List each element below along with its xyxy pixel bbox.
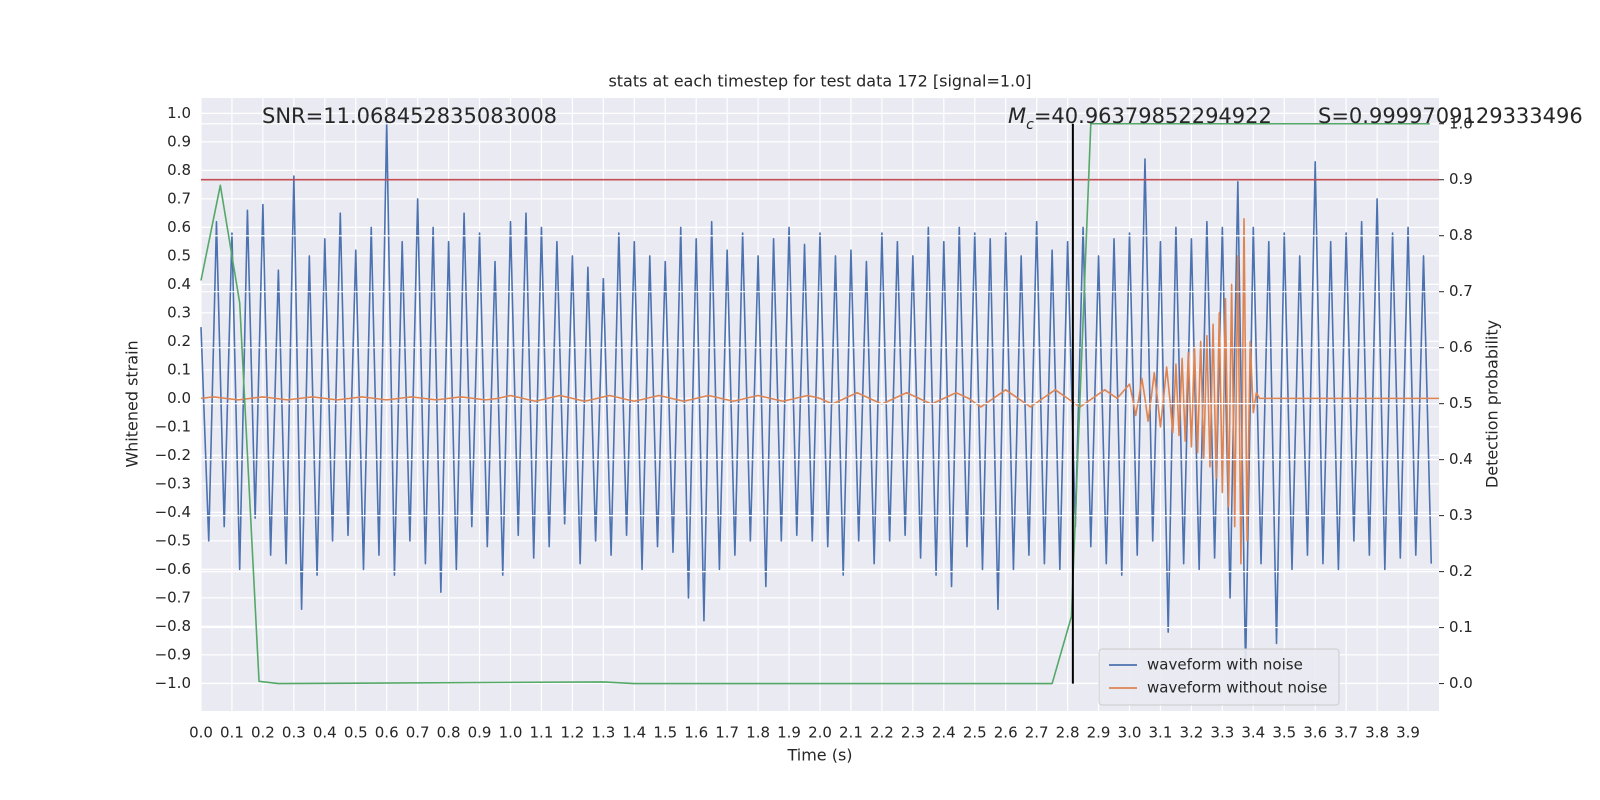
y2-tick-label: 1.0 (1449, 114, 1473, 132)
legend-box (1098, 648, 1340, 706)
x-tick-label: 2.3 (901, 724, 925, 742)
x-tick-label: 0.0 (189, 724, 213, 742)
x-tick-label: 2.8 (1056, 724, 1080, 742)
y-tick-label: 1.0 (167, 104, 191, 122)
y2-tick-label: 0.2 (1449, 562, 1473, 580)
x-tick-label: 2.9 (1087, 724, 1111, 742)
legend-label: waveform with noise (1147, 656, 1303, 674)
y-tick-label: 0.2 (167, 332, 191, 350)
y2-tick-label: 0.9 (1449, 170, 1473, 188)
y-axis-label: Whitened strain (123, 340, 142, 467)
y-tick-label: 0.6 (167, 218, 191, 236)
y-tick-label: −0.4 (155, 503, 191, 521)
y-tick-label: 0.9 (167, 132, 191, 150)
x-tick-label: 1.2 (560, 724, 584, 742)
y2-tick-label: 0.4 (1449, 450, 1473, 468)
y-tick-label: 0.4 (167, 275, 191, 293)
y-tick-label: 0.7 (167, 189, 191, 207)
x-tick-label: 3.7 (1334, 724, 1358, 742)
y2-tick-label: 0.0 (1449, 674, 1473, 692)
legend-label: waveform without noise (1147, 679, 1327, 697)
y2-tick-label: 0.7 (1449, 282, 1473, 300)
x-tick-label: 1.4 (622, 724, 646, 742)
y-tick-label: −1.0 (155, 674, 191, 692)
x-tick-label: 1.9 (777, 724, 801, 742)
y-tick-label: −0.5 (155, 531, 191, 549)
x-tick-label: 3.5 (1272, 724, 1296, 742)
line-series (200, 218, 1439, 565)
y2-tick-label: 0.5 (1449, 394, 1473, 412)
x-tick-label: 3.6 (1303, 724, 1327, 742)
chart-title: stats at each timestep for test data 172… (608, 72, 1031, 91)
x-tick-label: 3.0 (1118, 724, 1142, 742)
x-tick-label: 1.5 (653, 724, 677, 742)
x-tick-label: 1.8 (746, 724, 770, 742)
y2-tick-label: 0.3 (1449, 506, 1473, 524)
x-axis-label: Time (s) (786, 746, 852, 765)
s-annotation: S=0.9999709129333496 (1318, 104, 1583, 128)
mc-value: =40.96379852294922 (1034, 104, 1272, 128)
x-tick-label: 0.3 (282, 724, 306, 742)
x-tick-label: 0.8 (437, 724, 461, 742)
x-tick-label: 2.6 (994, 724, 1018, 742)
x-tick-label: 0.7 (406, 724, 430, 742)
y-tick-label: −0.1 (155, 417, 191, 435)
x-tick-label: 0.2 (251, 724, 275, 742)
y-tick-label: −0.9 (155, 645, 191, 663)
y-tick-label: 0.5 (167, 246, 191, 264)
mc-subscript: c (1026, 117, 1034, 133)
x-tick-label: 1.6 (684, 724, 708, 742)
y-tick-label: −0.6 (155, 560, 191, 578)
x-tick-label: 2.1 (839, 724, 863, 742)
x-tick-label: 0.4 (313, 724, 337, 742)
x-tick-label: 3.8 (1365, 724, 1389, 742)
y-tick-label: 0.1 (167, 360, 191, 378)
x-tick-label: 1.1 (530, 724, 554, 742)
y-tick-label: −0.7 (155, 588, 191, 606)
x-tick-label: 0.1 (220, 724, 244, 742)
y2-tick-label: 0.6 (1449, 338, 1473, 356)
y-tick-label: −0.3 (155, 474, 191, 492)
y-tick-label: 0.0 (167, 389, 191, 407)
line-series (200, 121, 1433, 670)
x-tick-label: 2.5 (963, 724, 987, 742)
x-tick-label: 0.9 (468, 724, 492, 742)
x-tick-label: 1.3 (591, 724, 615, 742)
x-tick-label: 3.3 (1210, 724, 1234, 742)
line-series (200, 122, 1430, 685)
x-tick-label: 2.4 (932, 724, 956, 742)
x-tick-label: 1.0 (499, 724, 523, 742)
y-tick-label: 0.3 (167, 303, 191, 321)
x-tick-label: 3.9 (1396, 724, 1420, 742)
x-tick-label: 3.4 (1241, 724, 1265, 742)
x-tick-label: 2.2 (870, 724, 894, 742)
x-tick-label: 2.7 (1025, 724, 1049, 742)
snr-annotation: SNR=11.068452835083008 (262, 104, 557, 128)
mc-annotation: Mc=40.96379852294922 (1008, 104, 1272, 133)
x-tick-label: 3.2 (1179, 724, 1203, 742)
y-tick-label: −0.2 (155, 446, 191, 464)
x-tick-label: 3.1 (1149, 724, 1173, 742)
mc-symbol: M (1008, 104, 1026, 128)
x-tick-label: 0.6 (375, 724, 399, 742)
y2-tick-label: 0.1 (1449, 618, 1473, 636)
y2-axis-label: Detection probability (1483, 320, 1502, 488)
y2-tick-label: 0.8 (1449, 226, 1473, 244)
x-tick-label: 1.7 (715, 724, 739, 742)
y-tick-label: −0.8 (155, 617, 191, 635)
plot-layer: −1.0 −0.9 −0.8 −0.7 −0.6 −0.5 −0.4 −0.3 −0.2 −0.1… (155, 98, 1473, 742)
x-tick-label: 0.5 (344, 724, 368, 742)
x-tick-label: 2.0 (808, 724, 832, 742)
y-tick-label: 0.8 (167, 161, 191, 179)
